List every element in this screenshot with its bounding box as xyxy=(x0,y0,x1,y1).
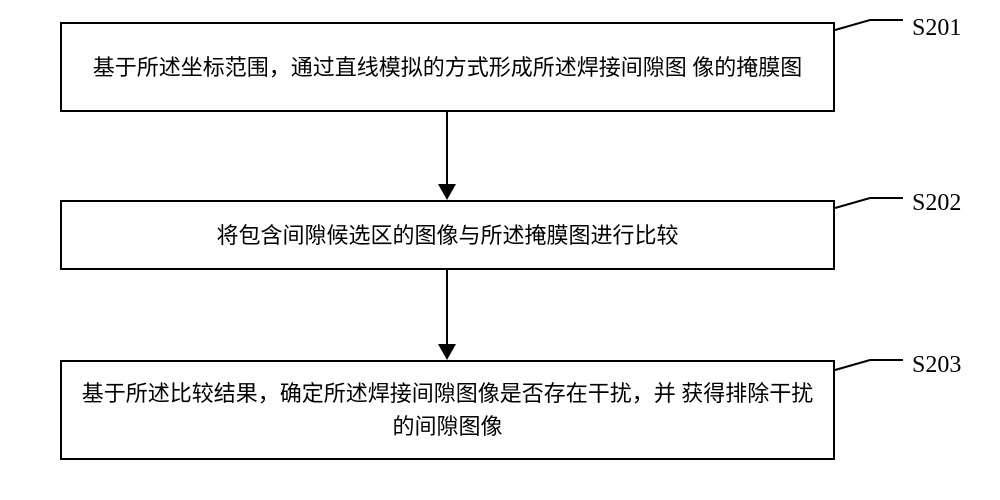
step-label-s202: S202 xyxy=(912,190,961,217)
step-label-s201: S201 xyxy=(912,15,961,42)
arrow-head xyxy=(438,184,456,200)
flow-step-text: 基于所述坐标范围，通过直线模拟的方式形成所述焊接间隙图 像的掩膜图 xyxy=(93,51,803,84)
arrow-line xyxy=(446,270,448,344)
flow-step-s202: 将包含间隙候选区的图像与所述掩膜图进行比较 xyxy=(60,200,835,270)
flow-step-s201: 基于所述坐标范围，通过直线模拟的方式形成所述焊接间隙图 像的掩膜图 xyxy=(60,22,835,112)
arrow-line xyxy=(446,112,448,184)
arrow-head xyxy=(438,344,456,360)
flow-step-s203: 基于所述比较结果，确定所述焊接间隙图像是否存在干扰，并 获得排除干扰的间隙图像 xyxy=(60,360,835,460)
flowchart-container: 基于所述坐标范围，通过直线模拟的方式形成所述焊接间隙图 像的掩膜图 S201 将… xyxy=(0,0,1000,500)
step-label-s203: S203 xyxy=(912,352,961,379)
flow-step-text: 基于所述比较结果，确定所述焊接间隙图像是否存在干扰，并 获得排除干扰的间隙图像 xyxy=(78,377,817,443)
flow-step-text: 将包含间隙候选区的图像与所述掩膜图进行比较 xyxy=(216,219,678,252)
